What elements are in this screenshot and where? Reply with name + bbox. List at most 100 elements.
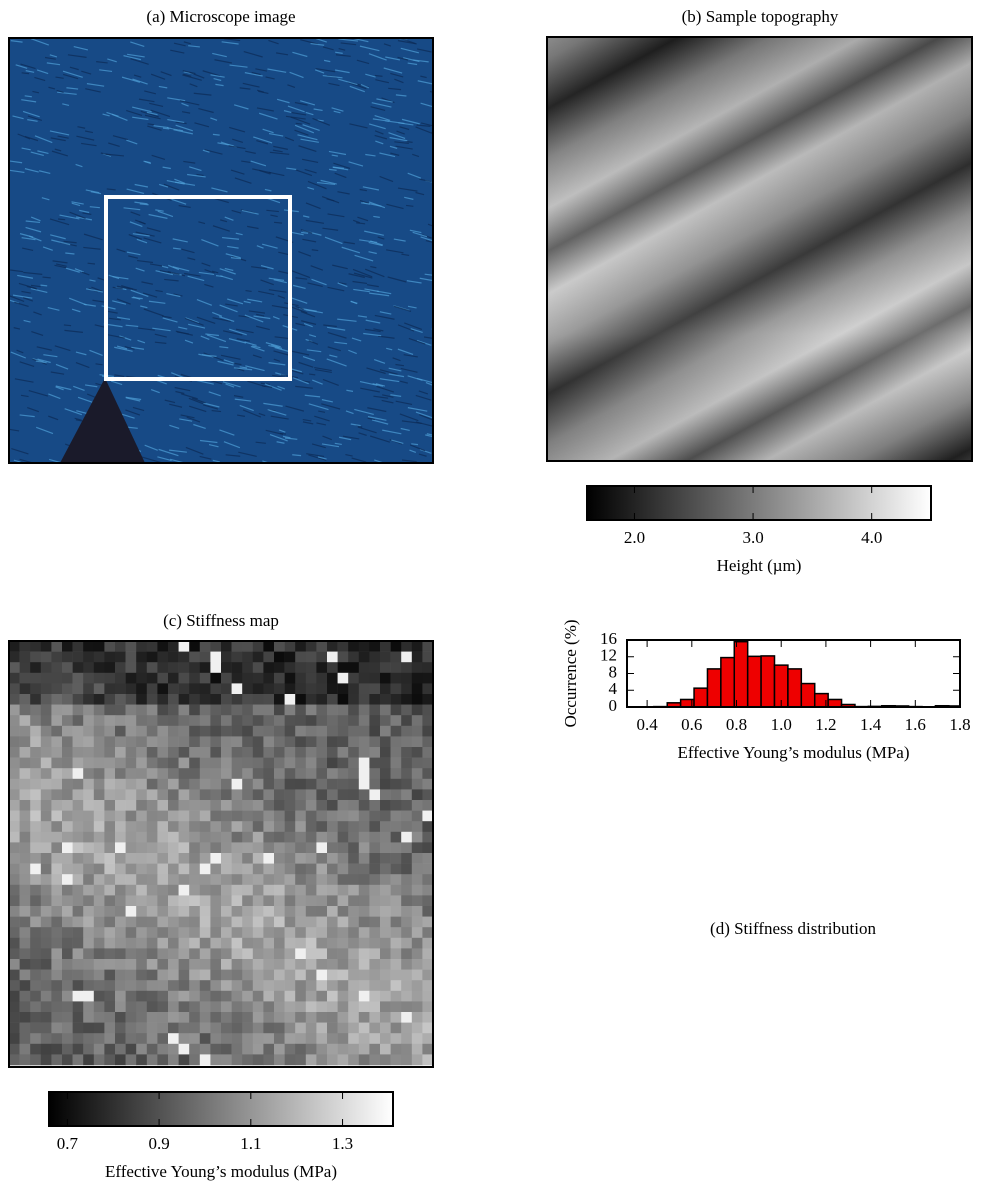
map-pixel (30, 991, 41, 1002)
map-pixel (422, 747, 433, 758)
map-pixel (94, 811, 105, 822)
map-pixel (30, 779, 41, 790)
map-pixel (168, 641, 179, 652)
map-pixel (189, 1054, 200, 1065)
map-pixel (242, 758, 253, 769)
map-pixel (83, 726, 94, 737)
map-pixel (210, 959, 221, 970)
map-pixel (189, 726, 200, 737)
map-pixel (20, 970, 31, 981)
map-pixel (263, 694, 274, 705)
map-pixel (104, 1044, 115, 1055)
map-pixel (9, 864, 20, 875)
map-pixel (136, 874, 147, 885)
map-pixel (200, 779, 211, 790)
map-pixel (30, 652, 41, 663)
map-pixel (20, 641, 31, 652)
map-pixel (348, 789, 359, 800)
map-pixel (104, 1033, 115, 1044)
map-pixel (73, 1023, 84, 1034)
map-pixel (51, 705, 62, 716)
map-pixel (316, 917, 327, 928)
map-pixel (20, 652, 31, 663)
map-pixel (9, 673, 20, 684)
map-pixel (20, 683, 31, 694)
map-pixel (306, 991, 317, 1002)
map-pixel (126, 641, 137, 652)
map-pixel (147, 758, 158, 769)
map-pixel (104, 853, 115, 864)
map-pixel (9, 1023, 20, 1034)
map-pixel (62, 705, 73, 716)
map-pixel (316, 980, 327, 991)
map-pixel (391, 980, 402, 991)
map-pixel (422, 970, 433, 981)
map-pixel (73, 789, 84, 800)
map-pixel (126, 938, 137, 949)
map-pixel (41, 842, 52, 853)
map-pixel (232, 917, 243, 928)
map-pixel (179, 927, 190, 938)
map-pixel (200, 1001, 211, 1012)
map-pixel (83, 874, 94, 885)
map-pixel (200, 694, 211, 705)
texture-streak (432, 369, 444, 373)
map-pixel (263, 821, 274, 832)
map-pixel (189, 683, 200, 694)
map-pixel (338, 758, 349, 769)
map-pixel (62, 652, 73, 663)
panel-title: (d) Stiffness distribution (710, 919, 876, 938)
map-pixel (295, 779, 306, 790)
map-pixel (136, 683, 147, 694)
map-pixel (168, 832, 179, 843)
map-pixel (338, 641, 349, 652)
map-pixel (359, 715, 370, 726)
map-pixel (412, 694, 423, 705)
map-pixel (9, 938, 20, 949)
map-pixel (253, 832, 264, 843)
map-pixel (412, 758, 423, 769)
map-pixel (285, 779, 296, 790)
map-pixel (189, 800, 200, 811)
map-pixel (232, 842, 243, 853)
map-pixel (200, 832, 211, 843)
map-pixel (422, 959, 433, 970)
map-pixel (232, 694, 243, 705)
map-pixel (221, 705, 232, 716)
map-pixel (179, 842, 190, 853)
map-pixel (115, 758, 126, 769)
map-pixel (62, 811, 73, 822)
map-pixel (338, 673, 349, 684)
map-pixel (30, 747, 41, 758)
map-pixel (232, 705, 243, 716)
map-pixel (189, 1023, 200, 1034)
map-pixel (104, 768, 115, 779)
map-pixel (94, 906, 105, 917)
map-pixel (338, 705, 349, 716)
map-pixel (391, 959, 402, 970)
x-tick-label: 0.4 (636, 715, 658, 734)
map-pixel (200, 1044, 211, 1055)
map-pixel (263, 683, 274, 694)
map-pixel (221, 758, 232, 769)
map-pixel (338, 885, 349, 896)
map-pixel (83, 970, 94, 981)
map-pixel (285, 895, 296, 906)
map-pixel (210, 948, 221, 959)
map-pixel (210, 1023, 221, 1034)
map-pixel (422, 800, 433, 811)
map-pixel (391, 673, 402, 684)
map-pixel (401, 1023, 412, 1034)
map-pixel (210, 641, 221, 652)
map-pixel (94, 758, 105, 769)
figure: (a) Microscope image(b) Sample topograph… (0, 0, 983, 1189)
map-pixel (327, 736, 338, 747)
map-pixel (157, 1054, 168, 1065)
map-pixel (73, 885, 84, 896)
map-pixel (263, 641, 274, 652)
map-pixel (157, 758, 168, 769)
map-pixel (369, 662, 380, 673)
map-pixel (157, 980, 168, 991)
map-pixel (274, 864, 285, 875)
map-pixel (412, 906, 423, 917)
